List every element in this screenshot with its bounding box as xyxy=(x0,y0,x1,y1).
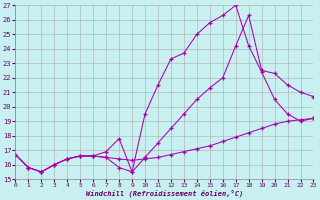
X-axis label: Windchill (Refroidissement éolien,°C): Windchill (Refroidissement éolien,°C) xyxy=(86,190,243,197)
